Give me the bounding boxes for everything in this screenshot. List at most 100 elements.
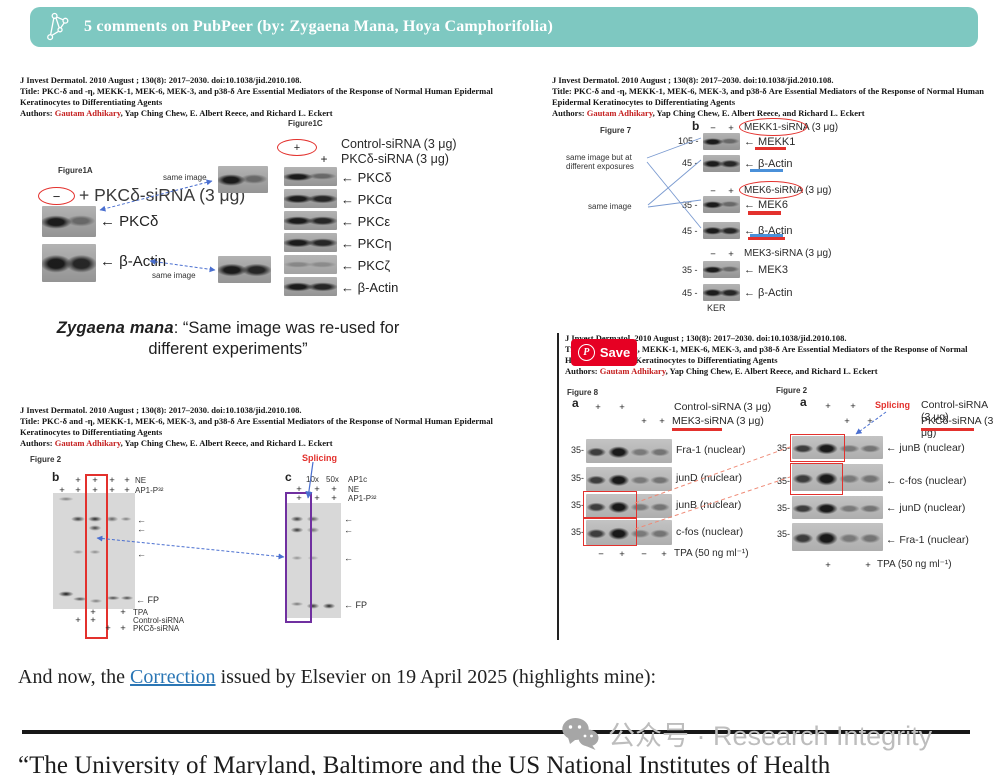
plus-sign: +	[90, 615, 96, 626]
plus-sign: +	[109, 485, 115, 496]
red-underline-annotation	[755, 147, 786, 150]
blot-row-label: ← MEK3	[744, 264, 789, 276]
blot-row-label: ← PKCα	[341, 192, 392, 207]
mek3-sirna-header: MEK3-siRNA (3 μg)	[744, 248, 832, 259]
minus-sign: −	[641, 549, 647, 560]
plus-sign: +	[331, 493, 337, 504]
mw-label: 35 -	[682, 265, 698, 275]
figure-2-nuclear-label: Figure 2	[776, 386, 808, 395]
horizontal-divider	[22, 730, 970, 734]
correction-quote-text: “The University of Maryland, Baltimore a…	[18, 752, 831, 775]
western-blot-image	[703, 196, 740, 213]
blot-row-label: ← c-fos (nuclear)	[886, 475, 967, 487]
panel-b-label: b	[692, 119, 700, 133]
blot-row-label: ← MEK6	[744, 199, 789, 211]
blot-row-label: ← β-Actin	[341, 280, 399, 295]
fp-band-label: ← FP	[136, 595, 160, 605]
tpa-row-label: TPA (50 ng ml⁻¹)	[877, 559, 952, 570]
lane-header-ne: NE	[135, 476, 147, 485]
mw-label: 45 -	[682, 288, 698, 298]
pkcd-sirna-row-label: PKCδ-siRNA	[133, 624, 180, 633]
citation-author-highlighted: Gautam Adhikary	[54, 437, 121, 448]
figure-divider-line	[557, 333, 559, 640]
band-arrow: ←	[137, 524, 146, 534]
correction-link[interactable]: Correction	[130, 666, 216, 688]
citation-author-highlighted: Gautam Adhikary	[599, 365, 666, 376]
western-blot-image	[703, 133, 740, 150]
western-blot-image	[284, 277, 337, 296]
plus-sign: +	[75, 615, 81, 626]
plus-sign: +	[728, 186, 734, 197]
blot-row-label: ← PKCε	[341, 214, 391, 229]
band-arrow: ←	[344, 553, 353, 563]
banner-text: 5 comments on PubPeer (by: Zygaena Mana,…	[84, 18, 554, 35]
plus-sign: +	[661, 549, 667, 560]
note-line2: different exposures	[566, 162, 634, 171]
correction-paragraph: And now, the Correction issued by Elsevi…	[18, 666, 656, 689]
western-blot-image	[792, 436, 883, 459]
blot-row-label: ← PKCδ	[341, 170, 392, 185]
emsa-gel-panel-c	[287, 503, 341, 618]
blot-row-label: ← PKCη	[341, 236, 392, 251]
citation-author-highlighted: Gautam Adhikary	[54, 107, 121, 118]
control-sirna-row-label: Control-siRNA	[133, 616, 185, 625]
citation-authors-label: Authors:	[565, 365, 600, 376]
pinterest-save-button[interactable]: P Save	[571, 339, 637, 366]
citation-block-fig1: J Invest Dermatol. 2010 August ; 130(8):…	[20, 75, 520, 119]
citation-title: PKC-δ and -η, MEKK-1, MEK-6, MEK-3, and …	[565, 343, 968, 365]
panel-a-label: a	[800, 395, 807, 409]
tpa-row-label: TPA (50 ng ml⁻¹)	[674, 548, 749, 559]
tpa-row-label: TPA	[133, 608, 148, 617]
citation-authors-rest: , Yap Ching Chew, E. Albert Reece, and R…	[652, 107, 865, 118]
citation-authors-label: Authors:	[20, 107, 55, 118]
western-blot-image	[586, 467, 672, 491]
plus-sign: +	[825, 401, 831, 412]
panel-b-label: b	[52, 470, 60, 484]
same-image-note: same image	[588, 202, 632, 211]
blot-row-label: ← β-Actin	[100, 253, 167, 270]
para-suffix: issued by Elsevier on 19 April 2025 (hig…	[215, 666, 657, 688]
western-blot-image	[284, 167, 337, 186]
plus-sign: +	[844, 416, 850, 427]
citation-title-label: Title:	[20, 85, 42, 96]
plus-sign: +	[109, 475, 115, 486]
plus-sign: +	[619, 549, 625, 560]
plus-sign: +	[314, 484, 320, 495]
red-ellipse-annotation: +	[277, 139, 317, 156]
plus-sign: +	[659, 416, 665, 427]
pinterest-save-label: Save	[599, 345, 631, 360]
control-sirna-header: Control-siRNA (3 μg)	[921, 399, 988, 423]
figure-8-label: Figure 8	[567, 388, 599, 397]
plus-sign: +	[728, 249, 734, 260]
blot-row-label: c-fos (nuclear)	[676, 526, 744, 538]
citation-journal: J Invest Dermatol. 2010 August ; 130(8):…	[552, 75, 834, 85]
same-image-note: same image	[152, 271, 196, 280]
para-prefix: And now, the	[18, 666, 131, 688]
mw-label: 35-	[571, 527, 585, 537]
citation-journal: J Invest Dermatol. 2010 August ; 130(8):…	[565, 333, 847, 343]
fig1c-control-sirna-label: Control-siRNA (3 μg)	[341, 137, 457, 151]
red-ellipse-annotation	[739, 118, 807, 136]
fp-band-label: ← FP	[344, 600, 368, 610]
figure-1a-label: Figure1A	[58, 166, 93, 175]
pubpeer-comments-banner[interactable]: 5 comments on PubPeer (by: Zygaena Mana,…	[30, 7, 978, 47]
western-blot-image	[586, 439, 672, 463]
red-highlight-box	[583, 491, 637, 519]
plus-sign: +	[105, 623, 111, 634]
comment-author: Zygaena mana	[56, 319, 174, 337]
plus-sign: +	[124, 475, 130, 486]
mw-label: 45 -	[682, 158, 698, 168]
red-ellipse-annotation	[739, 181, 803, 199]
citation-journal: J Invest Dermatol. 2010 August ; 130(8):…	[20, 75, 302, 85]
figure-2-label: Figure 2	[30, 455, 62, 464]
plus-sign: +	[331, 484, 337, 495]
purple-highlight-box	[285, 492, 312, 623]
lane-header-ap1: AP1-P³²	[135, 486, 164, 495]
western-blot-image	[284, 233, 337, 252]
splicing-annotation: Splicing	[302, 453, 338, 463]
lane-header-ap1c: AP1c	[348, 475, 368, 484]
western-blot-image	[284, 211, 337, 230]
blot-row-label: ← β-Actin	[744, 287, 793, 299]
citation-authors-rest: , Yap Ching Chew, E. Albert Reece, and R…	[665, 365, 878, 376]
